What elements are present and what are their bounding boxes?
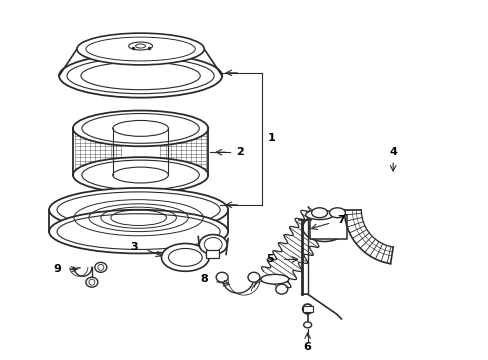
Text: 8: 8 [200,274,208,284]
Ellipse shape [49,210,227,253]
Ellipse shape [59,54,222,98]
Ellipse shape [302,304,312,314]
Ellipse shape [302,214,346,242]
Text: 1: 1 [267,133,275,143]
Text: 3: 3 [129,243,137,252]
Text: 6: 6 [303,342,311,352]
Ellipse shape [95,262,106,272]
Ellipse shape [247,272,260,282]
Ellipse shape [128,42,152,50]
Ellipse shape [216,272,227,282]
Text: 2: 2 [236,147,244,157]
Text: 9: 9 [53,264,61,274]
Text: 4: 4 [388,147,396,157]
Ellipse shape [73,157,208,193]
Bar [206,251,219,258]
Ellipse shape [161,243,209,271]
Ellipse shape [303,322,311,328]
Bar [302,306,312,312]
Ellipse shape [49,188,227,231]
Text: 5: 5 [265,255,273,264]
Ellipse shape [199,235,226,255]
Ellipse shape [86,277,98,287]
Ellipse shape [329,208,345,218]
Ellipse shape [305,210,333,220]
Text: 7: 7 [337,215,345,225]
Ellipse shape [77,33,204,65]
Ellipse shape [311,208,327,218]
Bar [309,215,346,239]
Ellipse shape [73,111,208,146]
Ellipse shape [261,274,288,284]
Ellipse shape [275,284,287,294]
